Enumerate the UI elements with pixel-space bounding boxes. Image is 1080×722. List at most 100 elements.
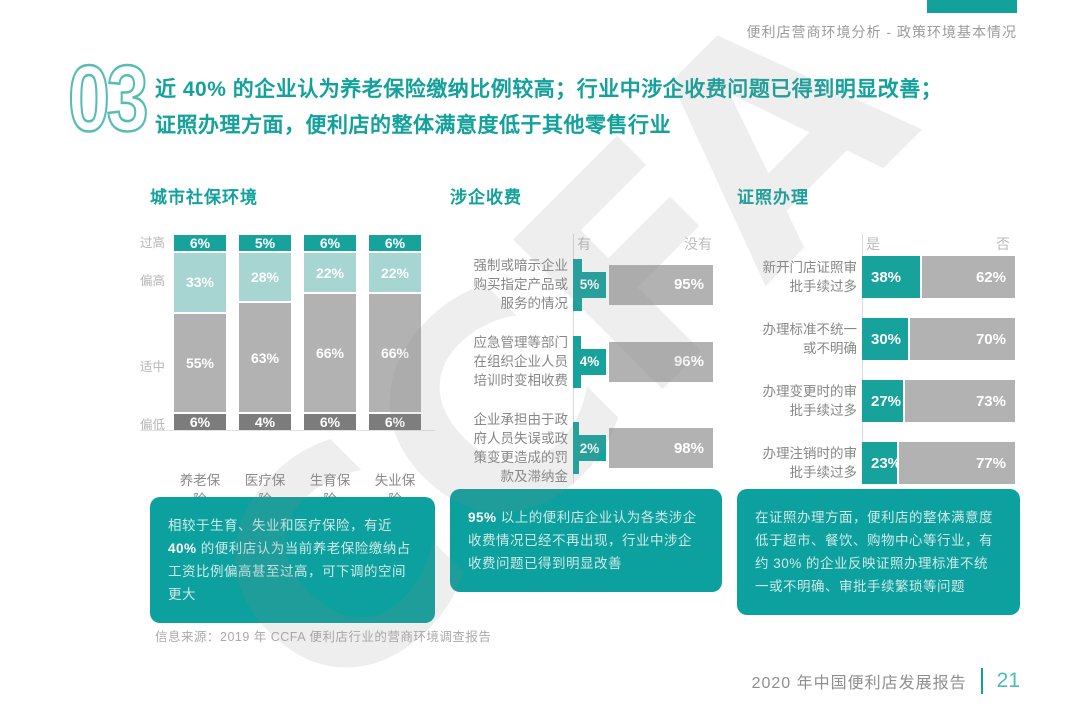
chart2-row-label-line: 培训时变相收费: [473, 373, 569, 388]
chart1-level-label-too-high: 过高: [140, 236, 166, 250]
chart2-row-label: 应急管理等部门 在组织企业人员 培训时变相收费: [450, 333, 569, 390]
chart3-no-bar: 62%: [922, 256, 1015, 298]
chart3-bar-track: 38% 62%: [862, 256, 1015, 298]
summary-text: 相较于生育、失业和医疗保险，有近: [168, 518, 392, 533]
chart1-segment-偏高: 33%: [174, 253, 226, 312]
chart2-row-label-line: 企业承担由于政: [473, 412, 569, 427]
chart3-column-headers: 是 否: [737, 234, 1020, 254]
chart1-level-label-high: 偏高: [140, 273, 166, 288]
chart2-bar-track: 95% 5%: [573, 258, 713, 311]
chart1-segment-偏低: 6%: [174, 414, 226, 430]
chart1-bars: 6% 33% 55% 6% 5% 28% 63% 4% 6% 22% 66% 6% 6% 22% 66% 6%: [174, 235, 421, 430]
chart2-no-bar: 98%: [609, 428, 713, 468]
chart3-row-label-line: 批手续过多: [789, 465, 858, 480]
chart1-level-label-moderate: 适中: [140, 359, 166, 374]
summary-text: 的便利店认为当前养老保险缴纳占工资比例偏高甚至过高，可下调的空间更大: [168, 541, 411, 602]
summary-emphasis: 40%: [168, 541, 197, 556]
chart1-plot-area: 过高 偏高 适中 偏低 6% 33% 55% 6% 5% 28% 63% 4% 6% 22% 66%…: [140, 235, 435, 564]
chart2-header-yes: 有: [577, 236, 591, 252]
chart3-row-label: 办理标准不统一或不明确: [737, 320, 858, 358]
chart2-row-label: 强制或暗示企业 购买指定产品或服务的情况: [450, 256, 569, 313]
chart2-row-label-line: 在组织企业人员: [473, 354, 569, 369]
chart2-rows: 强制或暗示企业 购买指定产品或 服务的情况 95% 5% 应急管理等部门 在组织企业人员 培训…: [450, 256, 722, 486]
chart3-row: 办理变更时的审 批手续过多 27% 73%: [737, 380, 1020, 422]
chart1-segment-偏高: 22%: [369, 253, 421, 293]
chart3-yes-bar: 30%: [862, 318, 908, 360]
chart3-row: 办理注销时的审 批手续过多 23% 77%: [737, 442, 1020, 484]
chart1-segment-过高: 5%: [239, 235, 291, 251]
chart3-row-label: 办理注销时的审 批手续过多: [737, 444, 858, 482]
chart3-row-label-line: 新开门店证照审: [762, 260, 858, 275]
page-footer: 2020 年中国便利店发展报告 21: [752, 668, 1020, 694]
social-insurance-summary-box: 相较于生育、失业和医疗保险，有近 40% 的便利店认为当前养老保险缴纳占工资比例…: [150, 497, 435, 623]
chart3-rows: 新开门店证照审 批手续过多 38% 62% 办理标准不统一 或不明确 30% 70% 办理变更时…: [737, 256, 1020, 484]
chart1-baseline: [140, 430, 435, 431]
top-accent-bar: [927, 0, 1017, 13]
chart1-segment-过高: 6%: [304, 235, 356, 251]
chart1-segment-偏低: 6%: [304, 414, 356, 430]
chart2-plot-area: 有 没有 强制或暗示企业 购买指定产品或 服务的情况 95% 5% 应急管理等部门 在组织企…: [450, 234, 722, 486]
chart3-row-label-line: 或不明确: [803, 341, 857, 356]
chart1-bar: 5% 28% 63% 4%: [239, 235, 291, 430]
chart3-no-bar: 77%: [899, 442, 1015, 484]
footer-divider: [980, 668, 983, 694]
chart3-row: 办理标准不统一 或不明确 30% 70%: [737, 318, 1020, 360]
chart2-column-headers: 有 没有: [450, 234, 722, 254]
chart2-yes-value: 5%: [573, 271, 606, 298]
chart1-segment-过高: 6%: [369, 235, 421, 251]
chart1-segment-偏高: 28%: [239, 253, 291, 302]
chart3-header-no: 否: [996, 236, 1010, 252]
chart3-yes-bar: 27%: [862, 380, 904, 422]
chart1-segment-偏低: 6%: [369, 414, 421, 430]
chart1-segment-偏高: 22%: [304, 253, 356, 293]
chart1-segment-适中: 63%: [239, 303, 291, 412]
chart3-yes-bar: 23%: [862, 442, 901, 484]
chart2-row: 强制或暗示企业 购买指定产品或 服务的情况 95% 5%: [450, 256, 722, 313]
page-header-text: 便利店营商环境分析 - 政策环境基本情况: [746, 24, 1017, 40]
chart2-row-label-line: 府人员失误或政: [473, 431, 569, 446]
chart2-row: 企业承担由于政 府人员失误或政 策变更造成的罚款及滞纳金 98% 2%: [450, 410, 722, 486]
chart2-row-label-line: 强制或暗示企业: [473, 258, 569, 273]
chart3-plot-area: 是 否 新开门店证照审 批手续过多 38% 62% 办理标准不统一 或不明确 30% 70% 办…: [737, 234, 1020, 484]
chart3-title: 证照办理: [737, 188, 809, 207]
page-title: 近 40% 的企业认为养老保险缴纳比例较高；行业中涉企收费问题已得到明显改善； …: [155, 72, 1045, 144]
chart1-level-label-low: 偏低: [140, 418, 166, 433]
enterprise-fees-section: 涉企收费 有 没有 强制或暗示企业 购买指定产品或 服务的情况 95% 5% 应急管理等部…: [450, 183, 722, 623]
chart3-row: 新开门店证照审 批手续过多 38% 62%: [737, 256, 1020, 298]
chart1-title: 城市社保环境: [150, 188, 258, 207]
chart1-segment-偏低: 4%: [239, 414, 291, 430]
chart3-row-label-line: 办理标准不统一: [762, 322, 858, 337]
section-number: 03: [67, 46, 150, 151]
chart1-segment-适中: 55%: [174, 313, 226, 412]
enterprise-fees-summary-box: 95% 以上的便利店企业认为各类涉企收费情况已经不再出现，行业中涉企收费问题已得…: [450, 489, 722, 592]
chart3-header-yes: 是: [866, 236, 880, 252]
chart2-row-label-line: 服务的情况: [500, 296, 569, 311]
chart3-yes-bar: 38%: [862, 256, 921, 298]
source-note: 信息来源：2019 年 CCFA 便利店行业的营商环境调查报告: [155, 630, 492, 644]
chart3-bar-track: 27% 73%: [862, 380, 1015, 422]
chart2-row-label-line: 购买指定产品或: [473, 277, 569, 292]
chart3-no-bar: 73%: [905, 380, 1015, 422]
summary-text: 以上的便利店企业认为各类涉企收费情况已经不再出现，行业中涉企收费问题已得到明显改…: [468, 510, 697, 571]
chart2-row-label-line: 应急管理等部门: [473, 335, 569, 350]
chart1-bar: 6% 33% 55% 6%: [174, 235, 226, 430]
chart3-row-label-line: 批手续过多: [789, 403, 858, 418]
chart2-row-label-line: 款及滞纳金: [500, 469, 569, 484]
chart3-no-bar: 70%: [909, 318, 1015, 360]
chart1-bar: 6% 22% 66% 6%: [304, 235, 356, 430]
page-title-line-2: 证照办理方面，便利店的整体满意度低于其他零售行业: [155, 114, 671, 137]
chart3-row-label-line: 批手续过多: [789, 279, 858, 294]
page-title-line-1: 近 40% 的企业认为养老保险缴纳比例较高；行业中涉企收费问题已得到明显改善；: [155, 78, 943, 101]
chart2-bar-track: 96% 4%: [573, 335, 713, 388]
chart2-bar-track: 98% 2%: [573, 422, 713, 474]
chart1-segment-过高: 6%: [174, 235, 226, 251]
chart1-segment-适中: 66%: [369, 294, 421, 412]
licensing-summary-box: 在证照办理方面，便利店的整体满意度低于超市、餐饮、购物中心等行业，有约 30% …: [737, 489, 1020, 615]
social-insurance-section: 城市社保环境 过高 偏高 适中 偏低 6% 33% 55% 6% 5% 28% 63% 4% 6…: [140, 183, 435, 623]
chart3-bar-track: 30% 70%: [862, 318, 1015, 360]
licensing-section: 证照办理 是 否 新开门店证照审 批手续过多 38% 62% 办理标准不统一 或不明确 30…: [737, 183, 1020, 623]
chart2-row-label-line: 策变更造成的罚: [473, 450, 569, 465]
chart3-row-label: 新开门店证照审批手续过多: [737, 258, 858, 296]
summary-text: 在证照办理方面，便利店的整体满意度低于超市、餐饮、购物中心等行业，有约 30% …: [755, 510, 993, 594]
page-number: 21: [996, 669, 1020, 692]
